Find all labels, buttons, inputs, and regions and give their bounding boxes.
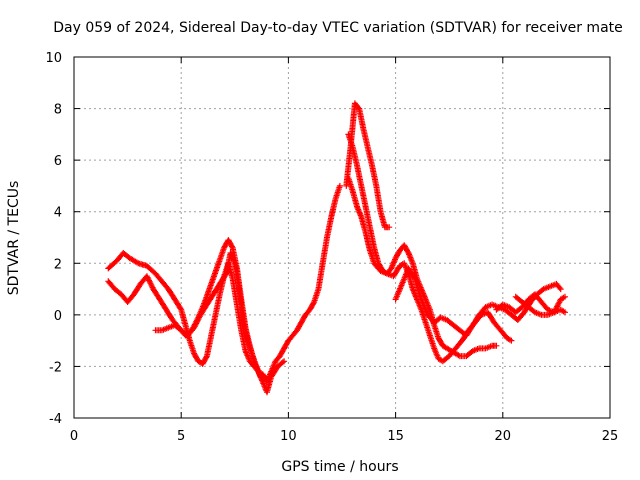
y-tick-label: 8 — [54, 103, 62, 118]
y-tick-label: -4 — [49, 412, 62, 427]
data-marks — [152, 250, 268, 380]
y-axis-label: SDTVAR / TECUs — [6, 181, 22, 296]
x-tick-label: 20 — [495, 429, 512, 444]
chart-title: Day 059 of 2024, Sidereal Day-to-day VTE… — [53, 20, 623, 36]
y-tick-label: 0 — [54, 309, 62, 324]
y-tick-label: -2 — [49, 360, 62, 375]
data-points — [105, 100, 568, 396]
x-tick-label: 10 — [280, 429, 297, 444]
x-tick-label: 5 — [177, 429, 185, 444]
data-marks — [512, 293, 568, 318]
data-marks — [345, 175, 515, 365]
y-tick-label: 2 — [54, 257, 62, 272]
data-marks — [345, 131, 500, 360]
axis-ticks: 0 5 10 15 20 25 -4 -2 0 2 4 6 8 10 — [45, 51, 618, 444]
y-tick-label: 4 — [54, 206, 62, 221]
y-tick-label: 10 — [45, 51, 62, 66]
x-tick-label: 15 — [387, 429, 404, 444]
x-tick-label: 25 — [602, 429, 619, 444]
series-track-f — [345, 175, 515, 365]
x-tick-label: 0 — [70, 429, 78, 444]
y-tick-label: 6 — [54, 154, 62, 169]
series-track-c — [152, 250, 268, 380]
series-track-i — [512, 293, 568, 318]
x-axis-label: GPS time / hours — [281, 459, 398, 475]
series-track-e — [345, 131, 500, 360]
grid — [74, 57, 610, 418]
plot-frame — [73, 56, 611, 419]
